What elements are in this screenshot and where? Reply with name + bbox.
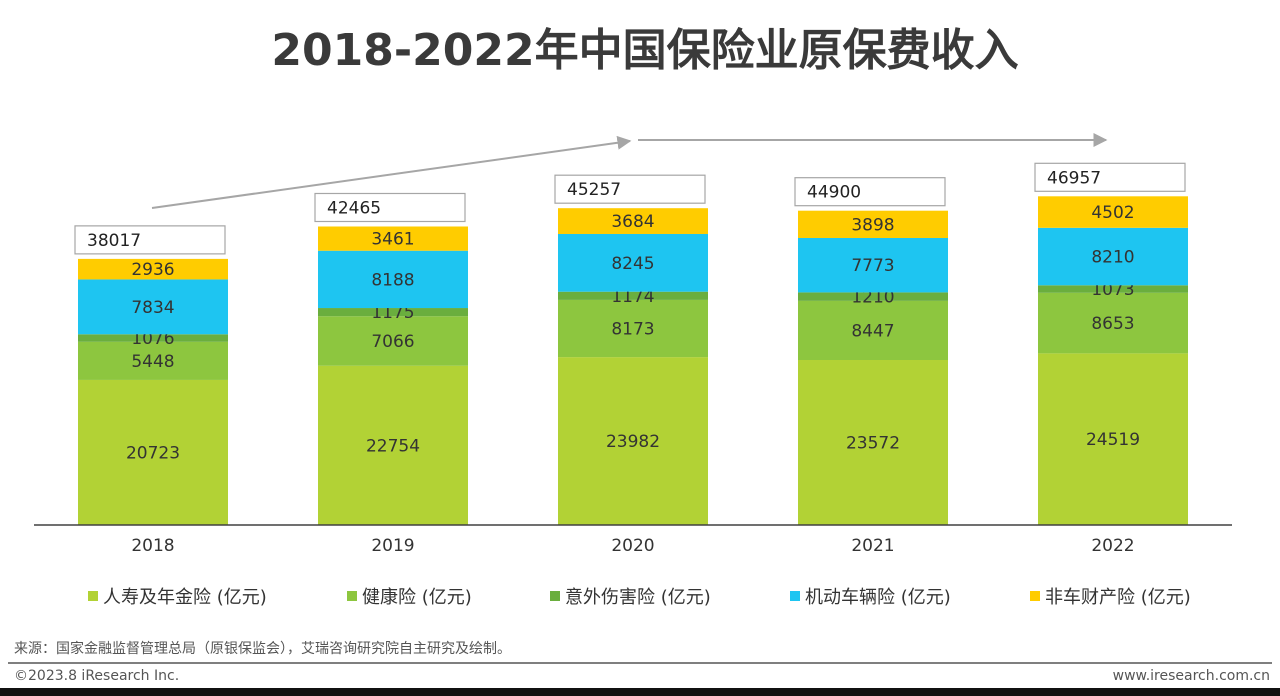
data-label-2020-series-3: 8245 [611, 254, 654, 274]
bar-segment-2020-series-3 [558, 233, 708, 292]
bar-segment-2020-series-4 [558, 208, 708, 234]
bar-segment-2019-series-2 [318, 308, 468, 317]
total-box-2020 [554, 174, 706, 204]
data-label-2022-series-3: 8210 [1091, 248, 1134, 268]
legend-swatch-3 [790, 591, 800, 601]
bar-segment-2021-series-4 [798, 210, 948, 238]
bar-segment-2022-series-1 [1038, 292, 1188, 354]
legend-item-3: 机动车辆险 (亿元) [790, 583, 951, 609]
bottom-bar [0, 688, 1280, 696]
legend-swatch-4 [1030, 591, 1040, 601]
x-tick-label-2018: 2018 [131, 536, 174, 556]
bar-segment-2020-series-1 [558, 299, 708, 358]
bar-segment-2022-series-2 [1038, 285, 1188, 293]
data-label-2019-series-4: 3461 [371, 230, 414, 250]
bar-segment-2020-series-2 [558, 291, 708, 300]
bar-segment-2020-series-0 [558, 357, 708, 525]
total-box-2022 [1034, 162, 1186, 192]
legend-item-4: 非车财产险 (亿元) [1030, 583, 1191, 609]
data-label-2018-series-1: 5448 [131, 352, 174, 372]
total-label-2022: 46957 [1047, 168, 1101, 188]
total-box-2018 [74, 225, 226, 255]
bar-segment-2021-series-1 [798, 300, 948, 360]
bar-segment-2019-series-3 [318, 250, 468, 309]
data-label-2021-series-4: 3898 [851, 215, 894, 235]
total-label-2019: 42465 [327, 198, 381, 218]
bar-segment-2019-series-1 [318, 316, 468, 366]
bar-segment-2018-series-3 [78, 279, 228, 335]
bar-segment-2018-series-4 [78, 258, 228, 280]
legend-item-0: 人寿及年金险 (亿元) [88, 583, 267, 609]
total-box-2019 [314, 192, 466, 223]
data-label-2018-series-0: 20723 [126, 443, 180, 463]
trend-arrow-left [151, 135, 632, 209]
data-label-2020-series-2: 1174 [611, 287, 654, 307]
data-label-2022-series-1: 8653 [1091, 314, 1134, 334]
x-tick-label-2019: 2019 [371, 536, 414, 556]
data-label-2019-series-0: 22754 [366, 436, 420, 456]
bar-segment-2018-series-0 [78, 379, 228, 525]
data-label-2021-series-2: 1210 [851, 288, 894, 308]
bar-segment-2021-series-0 [798, 359, 948, 525]
data-label-2018-series-3: 7834 [131, 298, 174, 318]
total-label-2021: 44900 [807, 183, 861, 203]
legend-item-1: 健康险 (亿元) [347, 583, 472, 609]
bar-segment-2018-series-1 [78, 341, 228, 380]
legend-swatch-2 [550, 591, 560, 601]
data-label-2019-series-3: 8188 [371, 270, 414, 290]
stacked-bar-chart: 2072354481076783429363801720182275470661… [34, 133, 1232, 556]
x-tick-label-2022: 2022 [1091, 536, 1134, 556]
legend-swatch-0 [88, 591, 98, 601]
legend-label-2: 意外伤害险 (亿元) [565, 587, 711, 608]
total-label-2020: 45257 [567, 180, 621, 200]
data-label-2020-series-1: 8173 [611, 320, 654, 340]
data-label-2019-series-2: 1175 [371, 303, 414, 323]
data-label-2021-series-0: 23572 [846, 433, 900, 453]
data-label-2019-series-1: 7066 [371, 332, 414, 352]
bar-segment-2022-series-3 [1038, 227, 1188, 286]
legend-label-4: 非车财产险 (亿元) [1045, 587, 1191, 608]
data-label-2018-series-4: 2936 [131, 260, 174, 280]
x-tick-label-2020: 2020 [611, 536, 654, 556]
data-label-2020-series-0: 23982 [606, 432, 660, 452]
bar-segment-2021-series-3 [798, 237, 948, 293]
legend-swatch-1 [347, 591, 357, 601]
chart-title: 2018-2022年中国保险业原保费收入 [271, 25, 1019, 76]
bar-segment-2019-series-0 [318, 365, 468, 525]
data-label-2020-series-4: 3684 [611, 212, 654, 232]
bar-segment-2021-series-2 [798, 292, 948, 301]
total-box-2021 [794, 177, 946, 207]
legend-label-1: 健康险 (亿元) [362, 587, 472, 608]
data-label-2021-series-3: 7773 [851, 256, 894, 276]
bar-segment-2022-series-0 [1038, 353, 1188, 525]
x-tick-label-2021: 2021 [851, 536, 894, 556]
legend-item-2: 意外伤害险 (亿元) [550, 583, 711, 609]
legend-label-0: 人寿及年金险 (亿元) [103, 587, 267, 608]
chart-legend: 人寿及年金险 (亿元) 健康险 (亿元) 意外伤害险 (亿元) 机动车辆险 (亿元) 非… [0, 583, 1280, 609]
footer-divider [8, 662, 1272, 664]
website-link[interactable]: www.iresearch.com.cn [1112, 668, 1270, 684]
data-label-2022-series-0: 24519 [1086, 430, 1140, 450]
legend-label-3: 机动车辆险 (亿元) [805, 587, 951, 608]
copyright-text: ©2023.8 iResearch Inc. [14, 668, 180, 684]
data-label-2021-series-1: 8447 [851, 321, 894, 341]
bar-segment-2022-series-4 [1038, 196, 1188, 228]
source-note: 来源：国家金融监督管理总局（原银保监会），艾瑞咨询研究院自主研究及绘制。 [14, 641, 511, 657]
bars-group: 2072354481076783429363801720182275470661… [74, 162, 1188, 556]
bar-segment-2019-series-4 [318, 226, 468, 251]
bar-segment-2018-series-2 [78, 334, 228, 342]
total-label-2018: 38017 [87, 231, 141, 251]
data-label-2022-series-4: 4502 [1091, 203, 1134, 223]
